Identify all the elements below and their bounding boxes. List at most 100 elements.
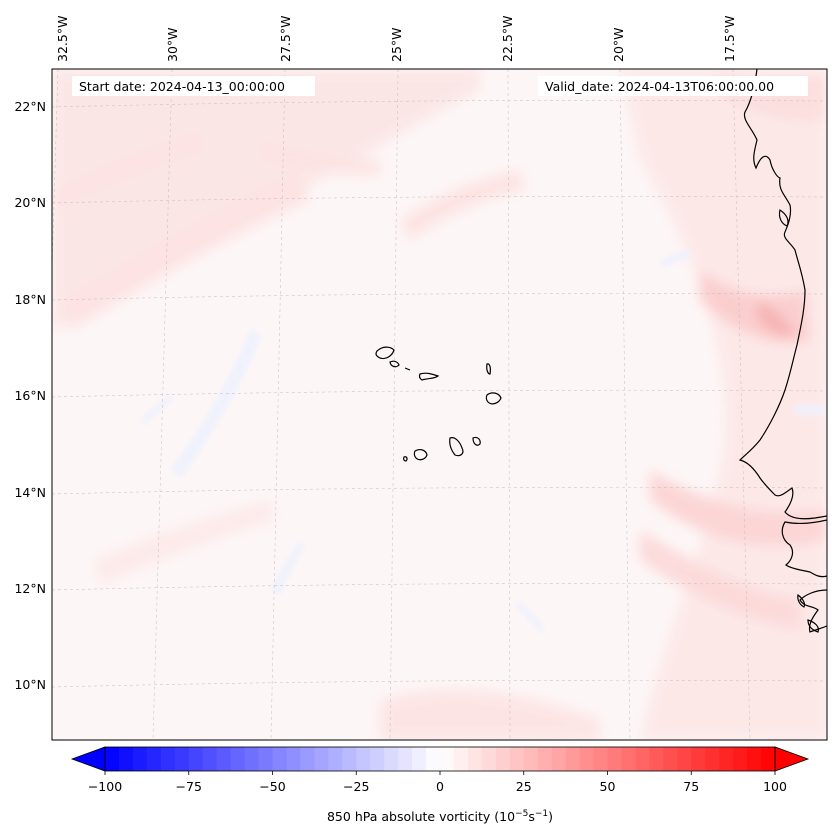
colorbar-min-extension bbox=[70, 746, 106, 772]
island-sao-nicolau bbox=[418, 372, 440, 381]
colorbar-cell bbox=[635, 747, 650, 771]
map-panel bbox=[52, 69, 827, 740]
latitude-label: 20°N bbox=[14, 195, 46, 210]
colorbar-cell bbox=[495, 747, 511, 771]
island-santiago bbox=[449, 437, 464, 457]
longitude-labels: 32.5°W 30°W 27.5°W 25°W 22.5°W 20°W 17.5… bbox=[55, 16, 737, 62]
longitude-label: 27.5°W bbox=[278, 16, 293, 62]
colorbar-cell bbox=[551, 747, 567, 771]
coast-inlet-1 bbox=[778, 209, 789, 227]
longitude-label: 22.5°W bbox=[500, 16, 515, 62]
colorbar-tick-label: −50 bbox=[259, 779, 285, 794]
longitude-label: 20°W bbox=[611, 27, 626, 62]
latitude-labels: 22°N 20°N 18°N 16°N 14°N 12°N 10°N bbox=[14, 99, 46, 692]
coast-inlet-2 bbox=[797, 593, 806, 608]
colorbar-ticks bbox=[104, 771, 776, 775]
colorbar-cell bbox=[384, 747, 399, 771]
latitude-label: 14°N bbox=[14, 485, 46, 500]
colorbar-cell bbox=[523, 747, 539, 771]
valid-date-background bbox=[538, 76, 808, 96]
colorbar-cell bbox=[467, 747, 483, 771]
colorbar-title: 850 hPa absolute vorticity (10−5s−1) bbox=[327, 809, 553, 824]
colorbar-cell bbox=[719, 747, 734, 771]
island-brava bbox=[403, 456, 408, 462]
valid-date-box: Valid_date: 2024-04-13T06:00:00.00 bbox=[538, 76, 808, 96]
coastlines bbox=[738, 69, 827, 633]
start-date-box: Start date: 2024-04-13_00:00:00 bbox=[72, 76, 315, 96]
colorbar-cell bbox=[621, 747, 636, 771]
colorbar-cell bbox=[342, 747, 357, 771]
colorbar-cells bbox=[105, 747, 776, 771]
colorbar-tick-label: −75 bbox=[176, 779, 202, 794]
colorbar-cell bbox=[258, 747, 273, 771]
colorbar-cell bbox=[160, 747, 176, 771]
colorbar-cell bbox=[440, 747, 455, 771]
colorbar-max-extension bbox=[774, 746, 810, 772]
latitude-label: 12°N bbox=[14, 581, 46, 596]
longitude-label: 32.5°W bbox=[55, 16, 70, 62]
island-santa-luzia bbox=[404, 367, 411, 371]
colorbar-cell bbox=[230, 747, 245, 771]
colorbar-cell bbox=[733, 747, 748, 771]
latitude-label: 18°N bbox=[14, 292, 46, 307]
colorbar-tick-label: 25 bbox=[516, 779, 532, 794]
colorbar-tick-label: 50 bbox=[600, 779, 616, 794]
colorbar-cell bbox=[398, 747, 413, 771]
colorbar-cell bbox=[105, 747, 120, 771]
colorbar-cell bbox=[132, 747, 148, 771]
map-border bbox=[51, 68, 828, 741]
colorbar-tick-label: −25 bbox=[343, 779, 369, 794]
vorticity-positive-bands bbox=[52, 69, 827, 740]
colorbar-cell bbox=[565, 747, 580, 771]
colorbar-cell bbox=[370, 747, 385, 771]
graticule bbox=[52, 69, 827, 740]
colorbar-cell bbox=[649, 747, 664, 771]
colorbar-cell bbox=[286, 747, 301, 771]
colorbar-cell bbox=[607, 747, 622, 771]
colorbar-cell bbox=[761, 747, 776, 771]
island-boa-vista bbox=[485, 392, 502, 405]
colorbar-tick-label: 100 bbox=[763, 779, 787, 794]
colorbar-tick-labels: −100 −75 −50 −25 0 25 50 75 100 bbox=[88, 779, 787, 794]
latitude-label: 10°N bbox=[14, 677, 46, 692]
island-maio bbox=[472, 436, 481, 446]
valid-date-label: Valid_date: 2024-04-13T06:00:00.00 bbox=[545, 79, 774, 94]
longitude-label: 17.5°W bbox=[722, 16, 737, 62]
colorbar-cell bbox=[244, 747, 259, 771]
colorbar-cell bbox=[579, 747, 594, 771]
colorbar-cell bbox=[216, 747, 232, 771]
island-fogo bbox=[413, 449, 428, 461]
colorbar-cell bbox=[453, 747, 469, 771]
latitude-label: 16°N bbox=[14, 388, 46, 403]
cape-verde-islands bbox=[375, 346, 502, 462]
colorbar-cell bbox=[481, 747, 497, 771]
colorbar-tick-label: 0 bbox=[436, 779, 444, 794]
colorbar-cell bbox=[118, 747, 134, 771]
colorbar-cell bbox=[537, 747, 553, 771]
colorbar-cell bbox=[663, 747, 678, 771]
start-date-label: Start date: 2024-04-13_00:00:00 bbox=[79, 79, 285, 94]
island-sal bbox=[486, 363, 491, 375]
colorbar-cell bbox=[509, 747, 525, 771]
colorbar-cell bbox=[747, 747, 762, 771]
longitude-label: 25°W bbox=[389, 27, 404, 62]
colorbar-cell bbox=[705, 747, 720, 771]
colorbar-cell bbox=[300, 747, 315, 771]
colorbar: −100 −75 −50 −25 0 25 50 75 100 850 hPa … bbox=[70, 746, 810, 824]
colorbar-tick-label: 75 bbox=[683, 779, 699, 794]
colorbar-tick-label: −100 bbox=[88, 779, 122, 794]
colorbar-cell bbox=[314, 747, 329, 771]
colorbar-cell bbox=[174, 747, 190, 771]
colorbar-cell bbox=[202, 747, 218, 771]
colorbar-cell bbox=[593, 747, 608, 771]
latitude-label: 22°N bbox=[14, 99, 46, 114]
island-sao-vicente bbox=[389, 360, 400, 368]
colorbar-cell bbox=[146, 747, 162, 771]
colorbar-cell bbox=[188, 747, 204, 771]
colorbar-cell bbox=[691, 747, 706, 771]
colorbar-cell bbox=[356, 747, 371, 771]
longitude-label: 30°W bbox=[165, 27, 180, 62]
island-santo-antao bbox=[375, 346, 395, 360]
start-date-background bbox=[72, 76, 315, 96]
